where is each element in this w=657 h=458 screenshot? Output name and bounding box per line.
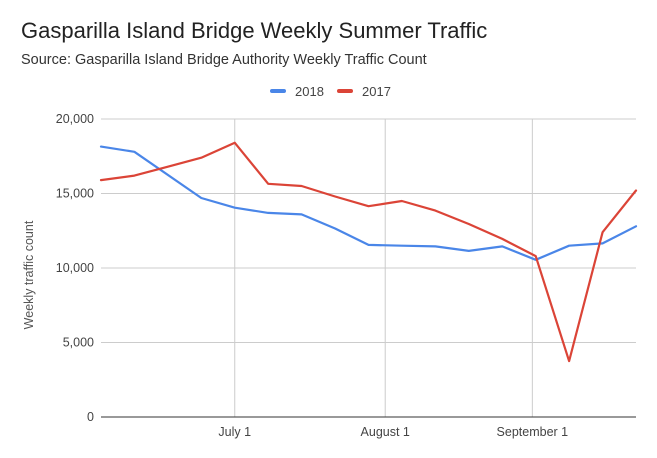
- legend: 2018 2017: [0, 82, 657, 100]
- series-line-2017[interactable]: [99, 141, 638, 363]
- legend-item-2018[interactable]: 2018: [270, 82, 324, 100]
- chart-title: Gasparilla Island Bridge Weekly Summer T…: [21, 18, 488, 43]
- y-tick-label: 10,000: [56, 261, 94, 275]
- y-axis-title: Weekly traffic count: [22, 220, 36, 329]
- x-tick-label: July 1: [218, 425, 251, 439]
- legend-item-2017[interactable]: 2017: [337, 82, 391, 100]
- y-tick-label: 20,000: [56, 112, 94, 126]
- y-tick-label: 15,000: [56, 187, 94, 201]
- legend-label-2018: 2018: [295, 83, 324, 99]
- x-tick-label: August 1: [361, 425, 410, 439]
- legend-swatch-2017: [337, 89, 353, 93]
- y-tick-label: 0: [87, 410, 94, 424]
- gridlines: [101, 118, 636, 417]
- legend-label-2017: 2017: [362, 83, 391, 99]
- y-tick-label: 5,000: [63, 336, 94, 350]
- x-tick-label: September 1: [497, 425, 569, 439]
- legend-swatch-2018: [270, 89, 286, 93]
- chart-subtitle: Source: Gasparilla Island Bridge Authori…: [21, 52, 427, 68]
- axes: 0 5,000 10,000 15,000 20,000 July 1 August 1 Se…: [56, 112, 636, 439]
- series-lines: [99, 141, 638, 363]
- series-line-2018[interactable]: [99, 145, 638, 261]
